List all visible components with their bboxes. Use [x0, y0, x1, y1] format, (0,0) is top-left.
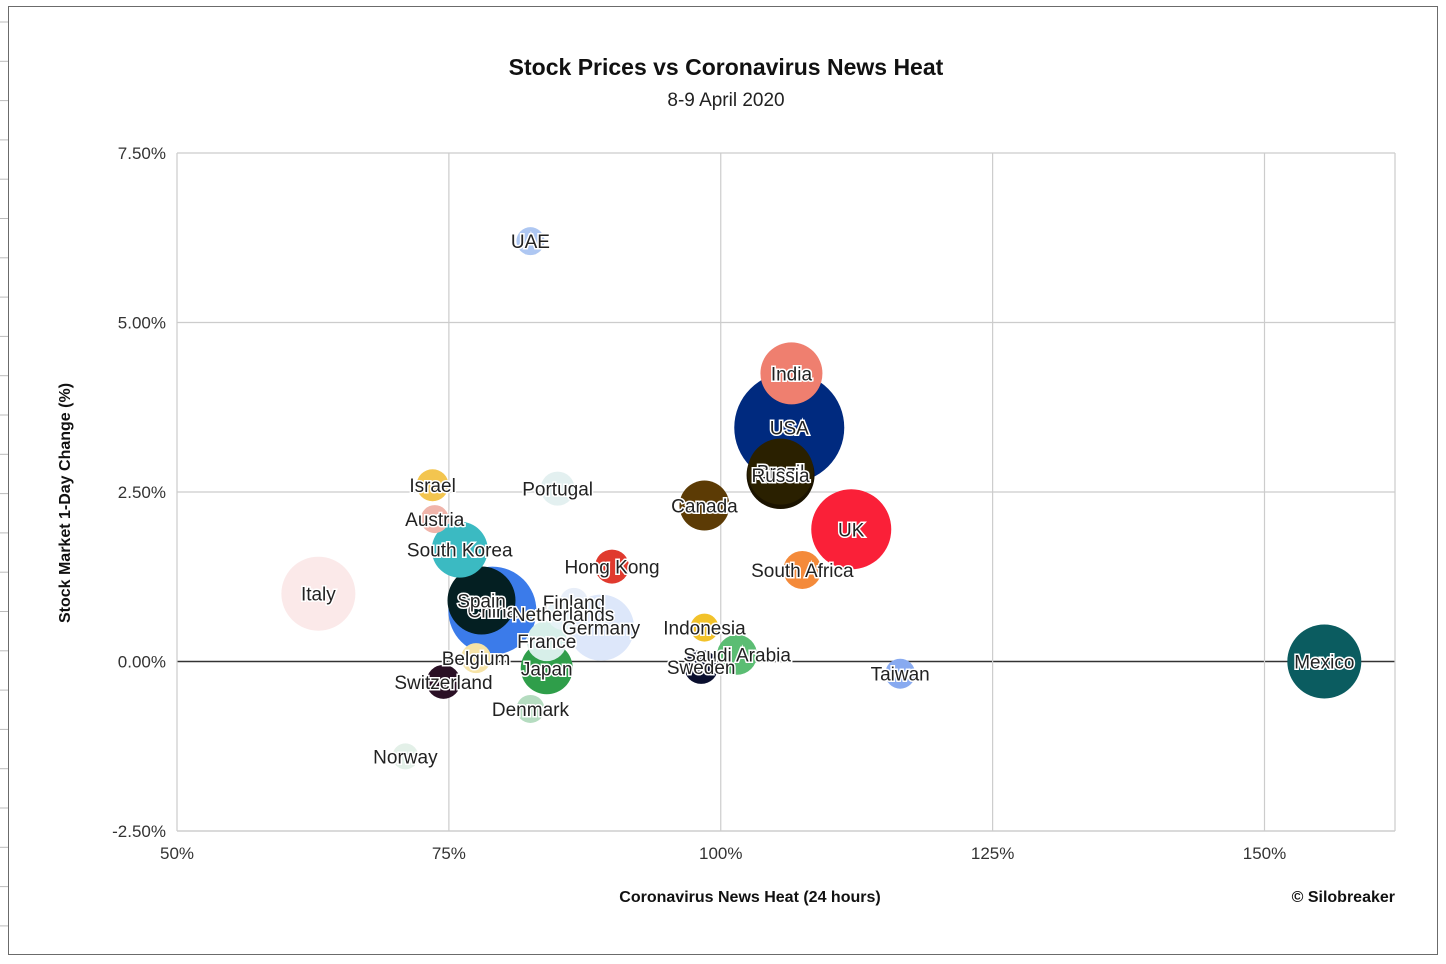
bubble-taiwan[interactable]	[885, 658, 916, 689]
x-tick-label: 75%	[432, 844, 466, 863]
y-axis-title: Stock Market 1-Day Change (%)	[57, 383, 74, 623]
chart-frame	[8, 6, 1438, 955]
bubble-italy[interactable]	[281, 556, 356, 631]
bubbles	[281, 227, 1362, 770]
left-edge-ticks	[0, 21, 8, 927]
bubble-label-mexico: Mexico	[1294, 653, 1354, 674]
bubble-indonesia[interactable]	[690, 613, 719, 642]
bubble-label-finland: Finland	[543, 593, 605, 614]
credit-label: © Silobreaker	[1292, 889, 1395, 906]
x-tick-label: 50%	[160, 844, 194, 863]
bubble-label-france: France	[517, 632, 576, 653]
bubble-spain[interactable]	[447, 566, 516, 635]
bubble-label-uk: UK	[838, 520, 865, 541]
bubble-sweden[interactable]	[684, 649, 719, 684]
x-tick-label: 125%	[971, 844, 1014, 863]
bubble-label-sweden: Sweden	[667, 658, 736, 679]
bubble-label-taiwan: Taiwan	[871, 665, 930, 686]
bubble-label-spain: Spain	[457, 591, 506, 612]
bubble-label-saudi-arabia: Saudi Arabia	[683, 646, 791, 667]
y-tick-label: 0.00%	[118, 653, 166, 672]
bubble-uae[interactable]	[516, 227, 545, 256]
bubble-label-germany: Germany	[562, 619, 641, 640]
bubble-israel[interactable]	[416, 469, 449, 502]
axis-ticks: -2.50% 0.00% 2.50% 5.00% 7.50% 50% 75% 100% 125%…	[112, 144, 1286, 863]
y-tick-label: 5.00%	[118, 314, 166, 333]
bubble-label-belgium: Belgium	[442, 649, 511, 670]
x-tick-label: 100%	[699, 844, 742, 863]
bubble-label-china: China	[468, 602, 518, 623]
x-axis-title: Coronavirus News Heat (24 hours)	[619, 889, 880, 906]
bubble-south-africa[interactable]	[783, 550, 822, 589]
bubble-south-korea[interactable]	[431, 521, 488, 578]
bubble-label-russia: Russia	[752, 466, 811, 487]
bubble-belgium[interactable]	[461, 643, 492, 674]
bubble-label-switzerland: Switzerland	[394, 673, 492, 694]
bubble-label-usa: USA	[770, 419, 809, 440]
bubble-switzerland[interactable]	[426, 664, 461, 699]
bubble-france[interactable]	[526, 621, 567, 662]
bubble-label-south-korea: South Korea	[407, 541, 513, 562]
bubble-label-israel: Israel	[409, 476, 455, 497]
bubble-austria[interactable]	[420, 505, 449, 534]
chart-subtitle: 8-9 April 2020	[667, 90, 784, 111]
bubble-india[interactable]	[760, 342, 823, 405]
y-tick-label: -2.50%	[112, 822, 166, 841]
bubble-label-indonesia: Indonesia	[663, 619, 746, 640]
bubble-label-portugal: Portugal	[522, 480, 593, 501]
bubble-portugal[interactable]	[540, 471, 575, 506]
bubble-saudi-arabia[interactable]	[717, 634, 758, 675]
bubble-label-denmark: Denmark	[492, 700, 570, 721]
grid-lines	[176, 152, 1396, 832]
bubble-label-netherlands: Netherlands	[512, 605, 614, 626]
bubble-label-italy: Italy	[301, 585, 336, 606]
bubble-norway[interactable]	[392, 743, 419, 770]
bubble-label-brazil: Brazil	[757, 463, 805, 484]
bubble-label-austria: Austria	[405, 510, 465, 531]
bubble-canada[interactable]	[679, 480, 730, 531]
chart-title: Stock Prices vs Coronavirus News Heat	[509, 54, 944, 80]
bubble-label-japan: Japan	[521, 659, 573, 680]
bubble-label-norway: Norway	[373, 747, 438, 768]
bubble-label-hong-kong: Hong Kong	[564, 558, 659, 579]
y-tick-label: 7.50%	[118, 144, 166, 163]
bubble-finland[interactable]	[559, 587, 588, 616]
y-tick-label: 2.50%	[118, 483, 166, 502]
bubble-germany[interactable]	[568, 594, 635, 661]
bubble-uk[interactable]	[811, 489, 892, 570]
bubble-label-uae: UAE	[511, 232, 550, 253]
x-tick-label: 150%	[1243, 844, 1286, 863]
bubble-hong-kong[interactable]	[595, 549, 629, 584]
bubble-denmark[interactable]	[516, 694, 545, 723]
bubble-label-south-africa: South Africa	[751, 561, 854, 582]
bubble-brazil[interactable]	[747, 438, 814, 505]
bubble-label-canada: Canada	[671, 497, 738, 518]
bubble-label-india: India	[771, 364, 813, 385]
bubble-mexico[interactable]	[1287, 624, 1362, 699]
